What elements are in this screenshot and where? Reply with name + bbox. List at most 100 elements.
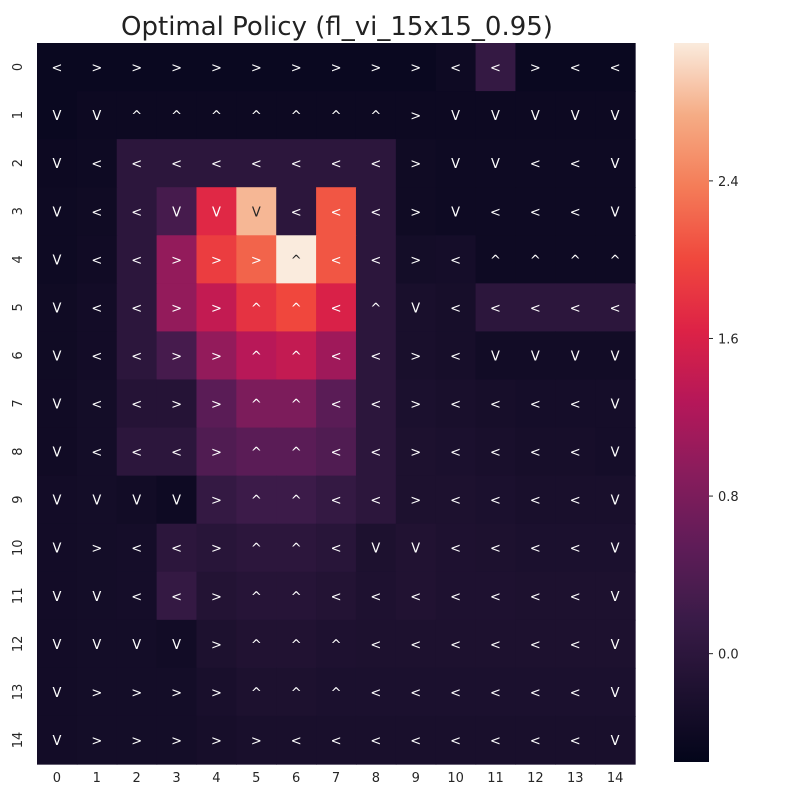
heatmap-cell-10-7 <box>316 523 357 573</box>
policy-arrow-7-2: < <box>131 398 142 413</box>
policy-arrow-11-0: V <box>52 590 61 605</box>
policy-arrow-6-14: V <box>611 349 620 364</box>
heatmap-cell-12-5 <box>236 619 277 669</box>
heatmap-cell-5-4 <box>196 283 237 333</box>
policy-arrow-10-5: ^ <box>251 542 262 557</box>
heatmap-cell-14-0 <box>37 715 78 765</box>
policy-arrow-1-11: V <box>491 109 500 124</box>
policy-arrow-1-5: ^ <box>251 109 262 124</box>
policy-arrow-10-14: V <box>611 542 620 557</box>
policy-arrow-8-3: < <box>171 446 182 461</box>
heatmap-cell-7-1 <box>76 379 118 429</box>
heatmap-cell-7-6 <box>276 379 317 429</box>
policy-arrow-8-10: < <box>450 446 461 461</box>
heatmap-cell-13-12 <box>515 667 556 717</box>
heatmap-cell-0-12 <box>515 43 556 92</box>
policy-arrow-1-0: V <box>52 109 61 124</box>
policy-arrow-2-3: < <box>171 157 182 172</box>
heatmap-cell-8-6 <box>276 427 317 477</box>
heatmap-cell-0-14 <box>595 43 636 92</box>
heatmap-cell-11-7 <box>316 571 357 621</box>
policy-arrow-0-4: > <box>211 61 222 76</box>
heatmap-cell-4-11 <box>475 235 517 284</box>
policy-arrow-9-1: V <box>92 494 101 509</box>
policy-arrow-6-3: > <box>171 349 182 364</box>
policy-arrow-14-0: V <box>52 734 61 749</box>
x-tick-label-3: 3 <box>172 771 180 786</box>
heatmap-cell-6-11 <box>475 331 517 381</box>
heatmap-cell-1-11 <box>475 91 517 140</box>
heatmap-cell-9-7 <box>316 475 357 525</box>
policy-arrow-12-5: ^ <box>251 638 262 653</box>
x-tick-label-9: 9 <box>412 771 420 786</box>
heatmap-cell-12-11 <box>475 619 517 669</box>
heatmap-cell-10-2 <box>116 523 158 573</box>
policy-arrow-6-1: < <box>91 349 102 364</box>
policy-arrow-10-4: > <box>211 542 222 557</box>
policy-arrow-13-12: < <box>530 686 541 701</box>
heatmap-cell-10-13 <box>555 523 596 573</box>
policy-arrow-6-8: < <box>370 349 381 364</box>
heatmap-cell-11-12 <box>515 571 556 621</box>
y-tick-label-11: 11 <box>11 588 26 605</box>
policy-arrow-2-13: < <box>570 157 581 172</box>
heatmap-cell-11-6 <box>276 571 317 621</box>
policy-arrow-14-12: < <box>530 734 541 749</box>
heatmap-cell-11-8 <box>355 571 397 621</box>
policy-arrow-12-12: < <box>530 638 541 653</box>
y-tick-label-3: 3 <box>11 207 26 215</box>
policy-arrow-9-5: ^ <box>251 494 262 509</box>
heatmap-cell-10-11 <box>475 523 517 573</box>
heatmap-cell-8-11 <box>475 427 517 477</box>
heatmap-cell-5-9 <box>395 283 437 333</box>
policy-arrow-7-9: > <box>410 398 421 413</box>
policy-arrow-13-9: < <box>410 686 421 701</box>
heatmap-cell-6-12 <box>515 331 556 381</box>
policy-arrow-0-7: > <box>331 61 342 76</box>
x-tick-label-12: 12 <box>527 771 544 786</box>
heatmap-cell-3-3 <box>156 187 198 236</box>
policy-arrow-2-12: < <box>530 157 541 172</box>
heatmap-cell-10-3 <box>156 523 198 573</box>
heatmap-cell-9-11 <box>475 475 517 525</box>
heatmap-cell-10-1 <box>76 523 118 573</box>
policy-arrow-4-3: > <box>171 253 182 268</box>
policy-arrow-0-3: > <box>171 61 182 76</box>
policy-arrow-2-5: < <box>251 157 262 172</box>
policy-arrow-7-6: ^ <box>291 398 302 413</box>
policy-arrow-4-5: > <box>251 253 262 268</box>
policy-arrow-9-11: < <box>490 494 501 509</box>
policy-arrow-14-7: < <box>331 734 342 749</box>
heatmap-cell-0-11 <box>475 43 517 92</box>
heatmap-cell-2-12 <box>515 139 556 188</box>
heatmap-cell-10-0 <box>37 523 78 573</box>
policy-arrow-2-14: V <box>611 157 620 172</box>
policy-arrow-9-13: < <box>570 494 581 509</box>
policy-arrow-1-6: ^ <box>291 109 302 124</box>
heatmap-cell-7-11 <box>475 379 517 429</box>
policy-arrow-0-2: > <box>131 61 142 76</box>
heatmap-cell-12-14 <box>595 619 636 669</box>
heatmap-cell-7-2 <box>116 379 158 429</box>
policy-arrow-0-1: > <box>91 61 102 76</box>
policy-arrow-11-7: < <box>331 590 342 605</box>
policy-arrow-0-14: < <box>610 61 621 76</box>
heatmap-cell-11-2 <box>116 571 158 621</box>
policy-arrow-5-2: < <box>131 301 142 316</box>
heatmap-cell-7-9 <box>395 379 437 429</box>
heatmap-cell-5-13 <box>555 283 596 333</box>
policy-arrow-3-4: V <box>212 205 221 220</box>
heatmap-annotations: < > > > > > > > > > < < > < < V V ^ ^ ^ ^ ^ ^ ^ > V V V V V V < < < < < < < < >… <box>51 61 620 749</box>
policy-arrow-7-0: V <box>52 398 61 413</box>
heatmap-cell-9-1 <box>76 475 118 525</box>
heatmap-cell-6-7 <box>316 331 357 381</box>
heatmap-cell-1-13 <box>555 91 596 140</box>
heatmap-cell-3-6 <box>276 187 317 236</box>
policy-arrow-10-6: ^ <box>291 542 302 557</box>
heatmap-cell-5-0 <box>37 283 78 333</box>
policy-arrow-10-3: < <box>171 542 182 557</box>
heatmap-cell-14-3 <box>156 715 198 765</box>
heatmap-cell-11-14 <box>595 571 636 621</box>
policy-arrow-11-6: ^ <box>291 590 302 605</box>
